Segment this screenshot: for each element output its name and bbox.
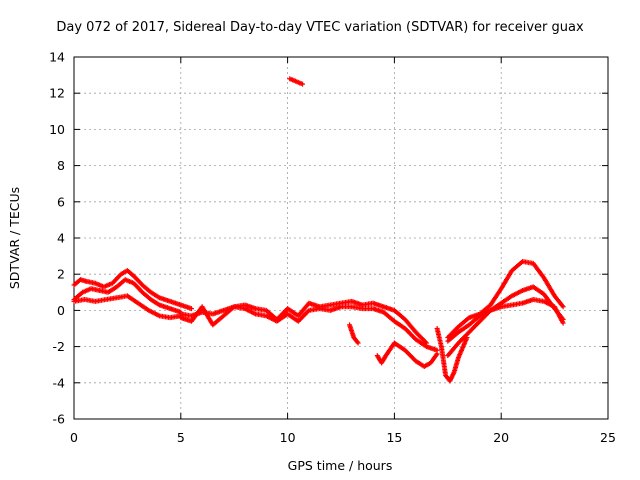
series-lower-band bbox=[71, 293, 184, 321]
x-tick-label: 25 bbox=[600, 430, 616, 445]
grid-layer bbox=[74, 57, 608, 419]
series-dip-14h-16h bbox=[374, 340, 440, 370]
data-point bbox=[560, 320, 566, 326]
series-dip-13h bbox=[347, 322, 361, 346]
y-tick-label: 0 bbox=[57, 303, 65, 318]
y-tick-label: 8 bbox=[57, 158, 65, 173]
series-mid-day-band-b bbox=[178, 304, 440, 353]
y-tick-label: -4 bbox=[53, 375, 66, 390]
series-evening-drop bbox=[434, 326, 470, 384]
x-tick-label: 20 bbox=[493, 430, 509, 445]
data-point bbox=[434, 351, 440, 357]
x-tick-label: 5 bbox=[177, 430, 185, 445]
tick-label-layer: 0 5 10 15 20 25 -6 -4 -2 0 2 4 6 8 10 12 14 bbox=[49, 50, 616, 446]
data-point bbox=[355, 340, 361, 346]
series-upper-band-a bbox=[71, 268, 194, 312]
x-axis-label: GPS time / hours bbox=[288, 458, 393, 473]
x-tick-label: 15 bbox=[386, 430, 402, 445]
y-tick-label: 14 bbox=[49, 50, 65, 65]
chart-title: Day 072 of 2017, Sidereal Day-to-day VTE… bbox=[56, 20, 584, 35]
y-tick-label: 12 bbox=[49, 86, 65, 101]
y-tick-label: 2 bbox=[57, 267, 65, 282]
data-layer bbox=[71, 76, 566, 384]
y-axis-label: SDTVAR / TECUs bbox=[7, 187, 22, 289]
data-point bbox=[188, 306, 194, 312]
x-tick-label: 0 bbox=[70, 430, 78, 445]
y-tick-label: -2 bbox=[53, 339, 65, 354]
series-late-band-c bbox=[445, 297, 566, 344]
series-mid-day-band-a bbox=[178, 298, 429, 346]
y-tick-label: -6 bbox=[53, 412, 66, 427]
data-point bbox=[300, 81, 306, 87]
series-upper-band-b bbox=[71, 277, 184, 315]
series-late-band-a bbox=[445, 259, 566, 341]
data-point bbox=[560, 304, 566, 310]
axis-layer bbox=[73, 56, 609, 420]
y-tick-label: 10 bbox=[49, 122, 65, 137]
series-isolated-spike bbox=[287, 76, 306, 87]
x-tick-label: 10 bbox=[280, 430, 296, 445]
y-tick-label: 6 bbox=[57, 194, 65, 209]
y-tick-label: 4 bbox=[57, 231, 65, 246]
